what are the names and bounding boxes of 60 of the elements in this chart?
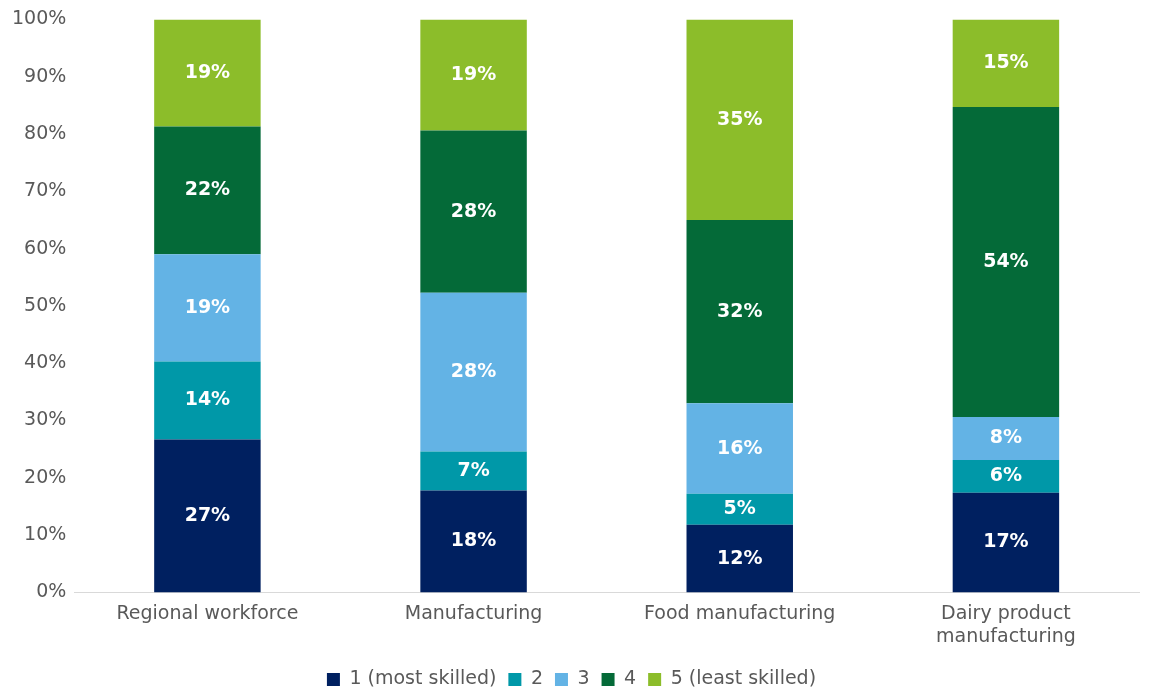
data-label: 27% <box>184 502 231 525</box>
legend-label: 5 (least skilled) <box>670 666 817 689</box>
bar <box>420 490 527 593</box>
data-label: 19% <box>450 61 497 84</box>
bar <box>952 492 1060 593</box>
bar <box>686 19 793 220</box>
data-label: 7% <box>457 457 490 480</box>
x-tick-label: Dairy product manufacturing <box>936 600 1076 646</box>
y-tick-label: 70% <box>24 178 67 201</box>
legend-label: 3 <box>577 666 590 689</box>
bar <box>686 219 793 404</box>
data-label: 35% <box>717 106 763 129</box>
bar <box>154 439 261 593</box>
legend-label: 2 <box>530 666 543 689</box>
y-tick-label: 0% <box>36 579 67 602</box>
data-label: 8% <box>989 425 1023 448</box>
data-label: 19% <box>184 294 231 317</box>
data-label: 32% <box>717 298 763 321</box>
bar <box>420 130 527 293</box>
data-label: 28% <box>450 359 497 382</box>
data-label: 6% <box>989 463 1023 486</box>
data-label: 14% <box>184 387 231 410</box>
data-label: 18% <box>450 528 497 551</box>
y-tick-label: 90% <box>24 63 67 86</box>
data-label: 17% <box>983 529 1029 552</box>
bar <box>952 107 1060 418</box>
bar <box>952 19 1060 108</box>
data-label: 54% <box>983 249 1029 271</box>
data-label: 19% <box>184 59 231 82</box>
bar <box>952 460 1060 493</box>
x-tick-label: Manufacturing <box>404 600 543 623</box>
y-tick-label: 40% <box>24 350 67 373</box>
data-label: 12% <box>717 545 763 568</box>
data-label: 22% <box>184 177 231 200</box>
data-label: 15% <box>983 50 1029 73</box>
bar <box>154 361 261 440</box>
y-tick-label: 30% <box>24 407 67 430</box>
y-tick-label: 100% <box>11 6 67 29</box>
bar <box>154 254 261 362</box>
bar <box>420 19 527 131</box>
bar <box>154 126 261 255</box>
y-tick-label: 20% <box>24 464 67 487</box>
bar <box>420 292 527 452</box>
data-label: 5% <box>723 496 756 519</box>
x-tick-label: Food manufacturing <box>644 600 836 623</box>
legend-label: 1 (most skilled) <box>349 666 497 689</box>
bar <box>952 417 1060 461</box>
data-label: 16% <box>717 435 763 458</box>
y-tick-label: 50% <box>24 292 67 315</box>
x-tick-label: Regional workforce <box>116 600 299 623</box>
y-tick-label: 80% <box>24 120 67 143</box>
bar <box>154 19 261 127</box>
bar <box>686 493 793 525</box>
legend-label: 4 <box>624 666 637 689</box>
y-tick-label: 10% <box>24 522 67 545</box>
bar <box>420 451 527 491</box>
bar <box>686 524 793 593</box>
data-label: 28% <box>450 198 497 221</box>
y-tick-label: 60% <box>24 235 67 258</box>
bar <box>686 403 793 494</box>
